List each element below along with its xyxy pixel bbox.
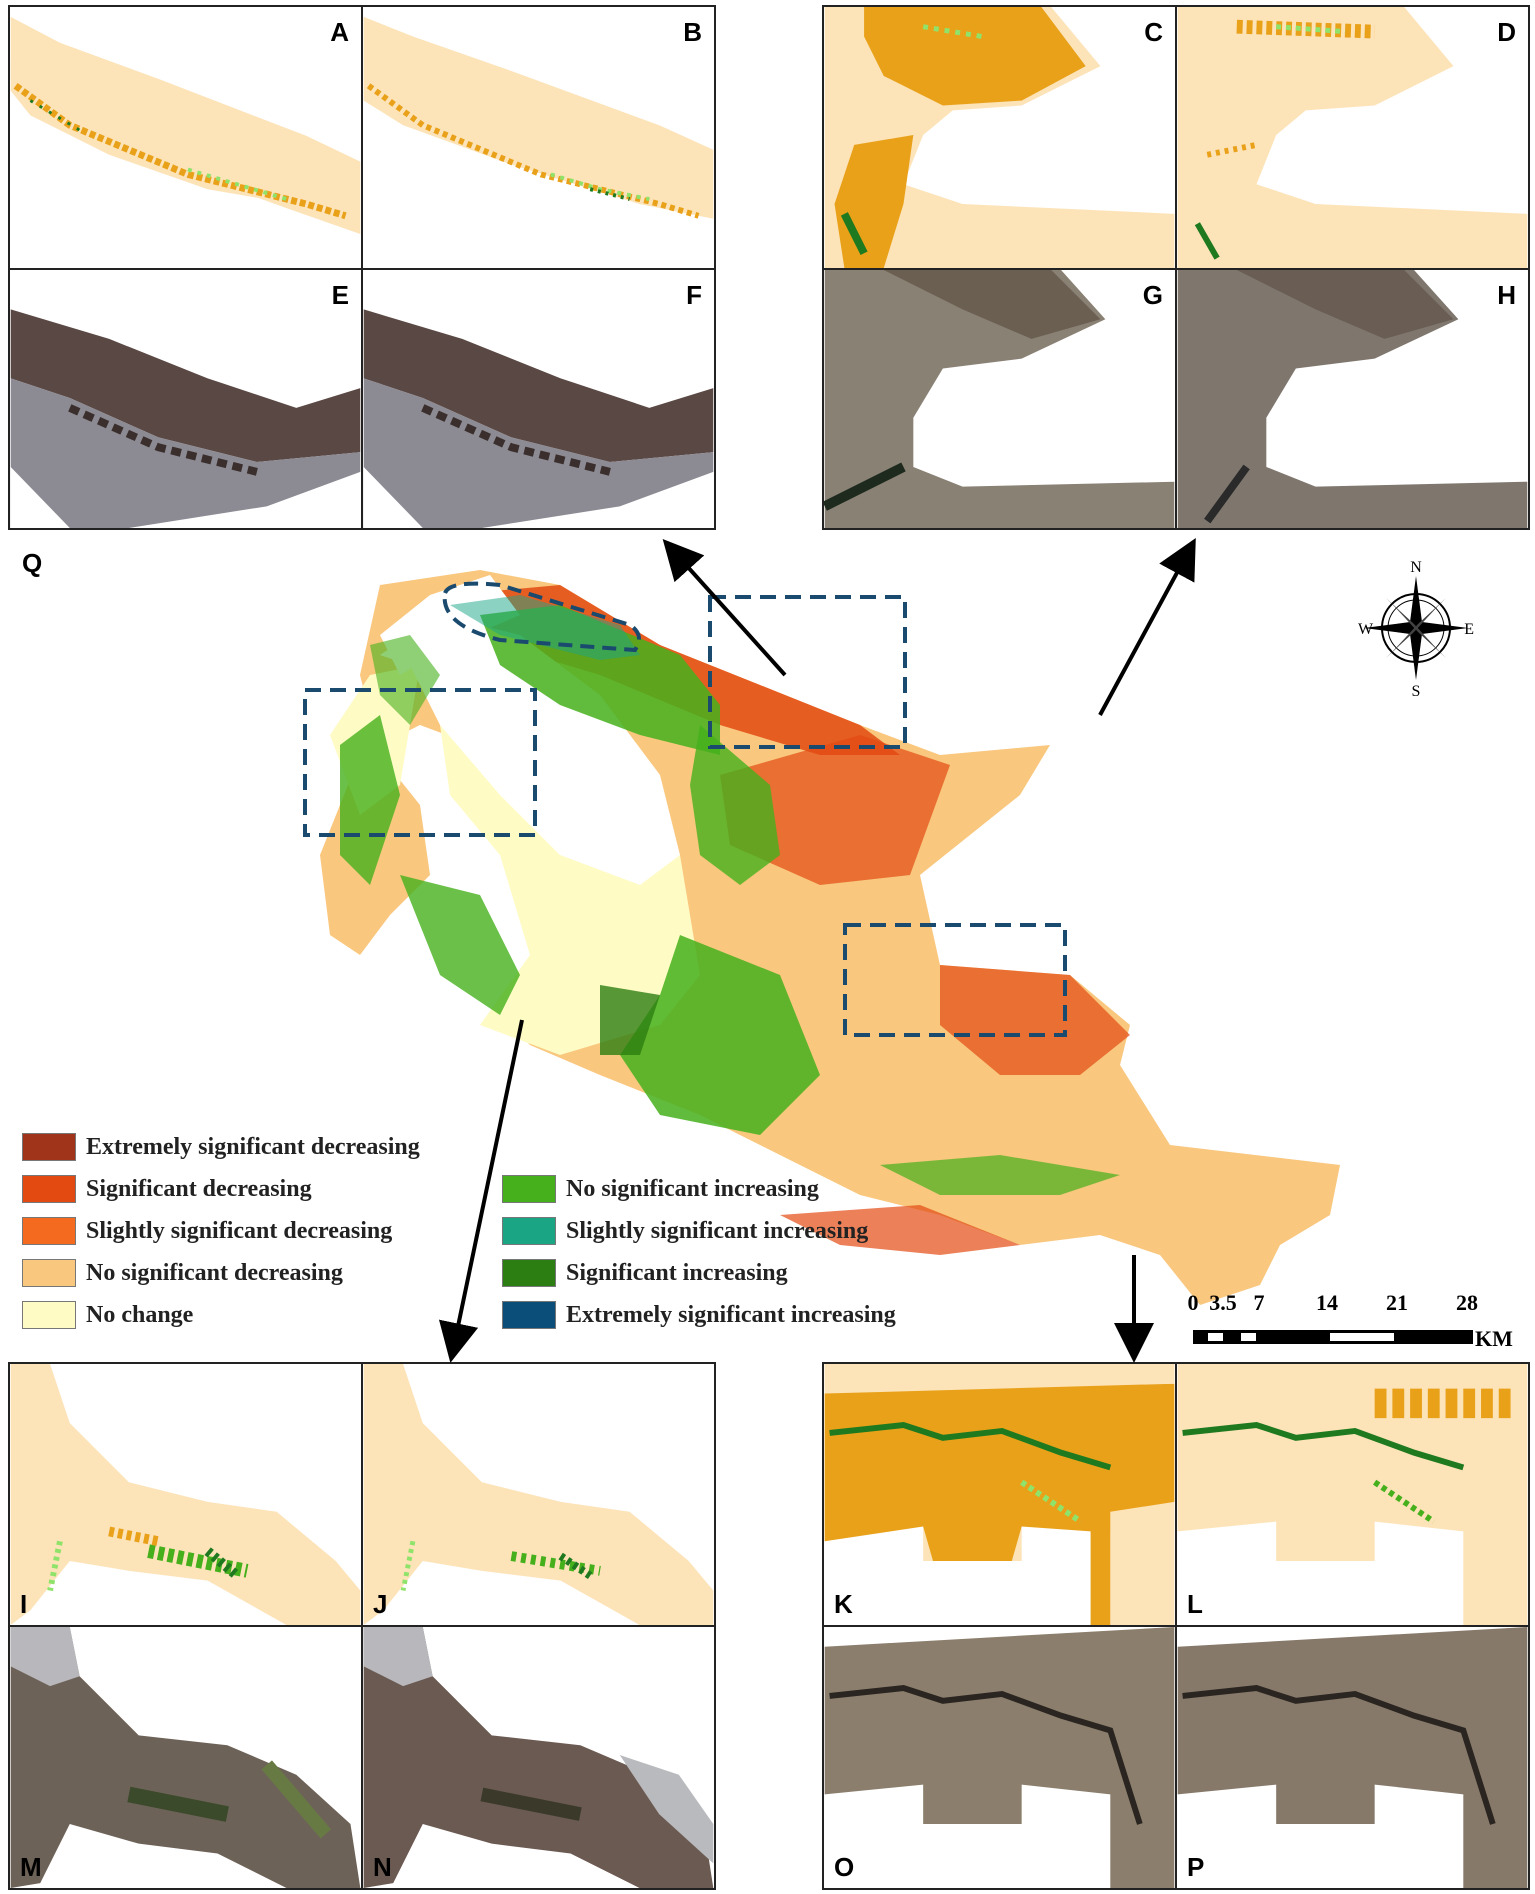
panel-label: O — [834, 1852, 855, 1882]
satellite-image-F — [363, 270, 714, 528]
legend-swatch — [22, 1175, 76, 1203]
panel-label: J — [373, 1589, 388, 1619]
panel-label: F — [686, 280, 702, 310]
panel-O: O — [822, 1625, 1177, 1890]
panel-label: A — [330, 17, 349, 47]
satellite-image-G — [824, 270, 1175, 528]
compass-n: N — [1410, 559, 1422, 576]
trend-map-K — [824, 1364, 1175, 1625]
panel-I: I — [8, 1362, 363, 1627]
panel-M: M — [8, 1625, 363, 1890]
trend-map-D — [1177, 7, 1528, 268]
legend-label: No significant increasing — [566, 1175, 819, 1202]
legend-swatch — [502, 1259, 556, 1287]
trend-map-L — [1177, 1364, 1528, 1625]
compass-icon: N S E W — [1358, 559, 1474, 700]
panel-F: F — [361, 268, 716, 530]
panel-J: J — [361, 1362, 716, 1627]
panel-label: I — [20, 1589, 28, 1619]
satellite-image-N — [363, 1627, 714, 1888]
legend-item: No significant increasing — [502, 1175, 819, 1203]
scale-tick: 21 — [1386, 1290, 1408, 1315]
trend-map-I — [10, 1364, 361, 1625]
legend-item: Extremely significant decreasing — [22, 1133, 420, 1161]
legend-label: Extremely significant decreasing — [86, 1133, 420, 1160]
legend-swatch — [502, 1301, 556, 1329]
panel-K: K — [822, 1362, 1177, 1627]
scale-tick: 0 — [1187, 1290, 1199, 1315]
legend-label: Extremely significant increasing — [566, 1301, 896, 1328]
scale-unit: KM — [1475, 1326, 1513, 1351]
panel-B: B — [361, 5, 716, 270]
legend-label: No change — [86, 1301, 194, 1328]
satellite-image-P — [1177, 1627, 1528, 1888]
panel-label: M — [20, 1852, 42, 1882]
panel-E: E — [8, 268, 363, 530]
trend-map-B — [363, 16, 714, 219]
compass-e: E — [1464, 621, 1474, 638]
trend-map-C — [824, 7, 1175, 268]
satellite-image-E — [10, 270, 361, 528]
legend-label: No significant decreasing — [86, 1259, 343, 1286]
main-trend-map — [300, 555, 1340, 1315]
scale-bar: 0 3.5 7 14 21 28 KM — [1185, 1290, 1525, 1360]
scale-tick: 3.5 — [1209, 1290, 1237, 1315]
legend-item: No significant decreasing — [22, 1259, 343, 1287]
panel-label: B — [683, 17, 702, 47]
scale-bar-graphic — [1193, 1330, 1473, 1344]
main-map-svg — [303, 570, 1340, 1305]
panel-label: L — [1187, 1589, 1203, 1619]
legend-item: No change — [22, 1301, 193, 1329]
legend-swatch — [22, 1301, 76, 1329]
panel-label: D — [1497, 17, 1516, 47]
legend-item: Significant decreasing — [22, 1175, 312, 1203]
panel-N: N — [361, 1625, 716, 1890]
panel-C: C — [822, 5, 1177, 270]
legend-swatch — [502, 1217, 556, 1245]
panel-label: C — [1144, 17, 1163, 47]
panel-label: E — [331, 280, 349, 310]
legend-swatch — [502, 1175, 556, 1203]
scale-tick: 28 — [1456, 1290, 1478, 1315]
legend-swatch — [22, 1259, 76, 1287]
satellite-image-O — [824, 1627, 1175, 1888]
main-map-label: Q — [22, 548, 43, 578]
legend-item: Extremely significant increasing — [502, 1301, 896, 1329]
legend-label: Slightly significant increasing — [566, 1217, 869, 1244]
legend-item: Significant increasing — [502, 1259, 788, 1287]
legend-swatch — [22, 1133, 76, 1161]
trend-map-J — [363, 1364, 714, 1625]
scale-tick: 7 — [1253, 1290, 1265, 1315]
compass-s: S — [1412, 683, 1421, 698]
panel-label: N — [373, 1852, 392, 1882]
panel-label: G — [1142, 280, 1163, 310]
panel-P: P — [1175, 1625, 1530, 1890]
satellite-image-H — [1177, 270, 1528, 528]
panel-L: L — [1175, 1362, 1530, 1627]
satellite-image-M — [10, 1627, 361, 1888]
panel-G: G — [822, 268, 1177, 530]
legend-item: Slightly significant decreasing — [22, 1217, 392, 1245]
panel-label: K — [834, 1589, 853, 1619]
compass-w: W — [1358, 621, 1374, 638]
compass-rose: N S E W — [1356, 558, 1476, 700]
legend-swatch — [22, 1217, 76, 1245]
panel-label: H — [1497, 280, 1516, 310]
legend-item: Slightly significant increasing — [502, 1217, 868, 1245]
panel-H: H — [1175, 268, 1530, 530]
legend-label: Significant decreasing — [86, 1175, 312, 1202]
panel-A: A — [8, 5, 363, 270]
scale-tick: 14 — [1316, 1290, 1338, 1315]
trend-map-A — [10, 16, 361, 235]
legend-label: Slightly significant decreasing — [86, 1217, 393, 1244]
panel-D: D — [1175, 5, 1530, 270]
panel-label: P — [1187, 1852, 1205, 1882]
legend-label: Significant increasing — [566, 1259, 788, 1286]
